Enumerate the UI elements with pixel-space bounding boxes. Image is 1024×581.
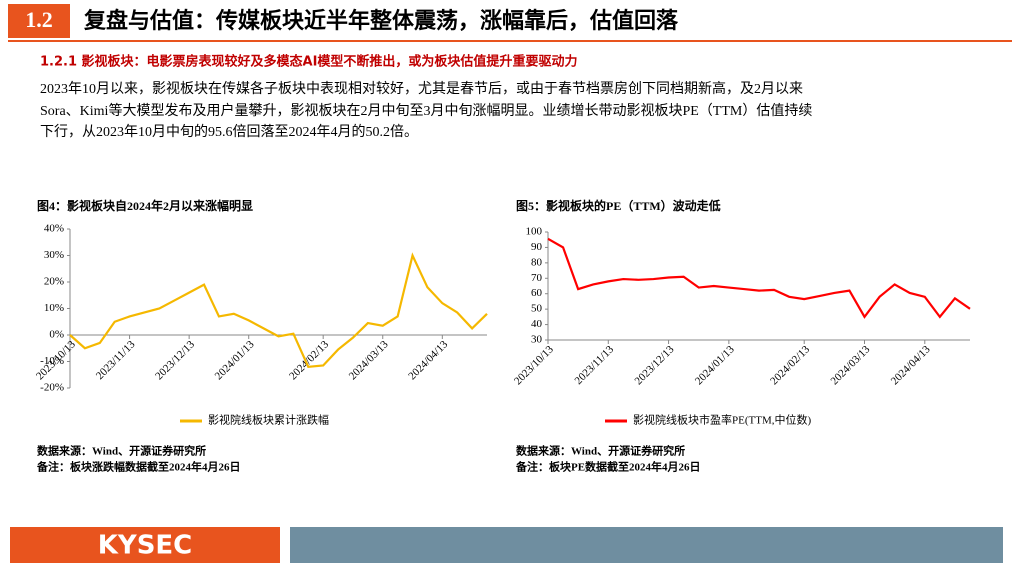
y-tick-label: 100 <box>526 226 543 238</box>
data-line <box>69 252 488 368</box>
legend-label: 影视院线板块市盈率PE(TTM,中位数) <box>633 413 811 427</box>
chart-note: 数据来源：Wind、开源证券研究所 <box>516 444 685 458</box>
y-tick-label: 60 <box>531 287 543 299</box>
slide-title: 复盘与估值：传媒板块近半年整体震荡，涨幅靠后，估值回落 <box>83 8 679 34</box>
y-tick-label: 10% <box>44 302 64 314</box>
x-tick-label: 2023/10/13 <box>512 343 556 387</box>
x-tick-label: 2023/11/13 <box>94 338 138 382</box>
x-tick-label: 2023/12/13 <box>153 338 197 382</box>
logo-box <box>10 527 280 563</box>
section-number: 1.2 <box>25 7 53 32</box>
logo: KYSEC <box>98 531 193 561</box>
paragraph-line: 2023年10月以来，影视板块在传媒各子板块中表现相对较好，尤其是春节后，或由于… <box>40 80 803 97</box>
y-tick-label: 50 <box>531 303 543 315</box>
x-tick-label: 2024/04/13 <box>406 338 450 382</box>
x-tick-label: 2023/11/13 <box>573 343 617 387</box>
x-tick-label: 2024/01/13 <box>693 343 737 387</box>
x-tick-label: 2023/12/13 <box>633 343 677 387</box>
chart-title: 图5：影视板块的PE（TTM）波动走低 <box>516 198 721 213</box>
y-tick-label: 30% <box>44 249 64 261</box>
paragraph-line: Sora、Kimi等大模型发布及用户量攀升，影视板块在2月中旬至3月中旬涨幅明显… <box>40 102 812 119</box>
y-tick-label: -10% <box>40 355 64 367</box>
chart-note: 备注：板块PE数据截至2024年4月26日 <box>515 460 701 474</box>
x-tick-label: 2024/01/13 <box>213 338 257 382</box>
y-tick-label: 0% <box>49 329 64 341</box>
y-tick-label: 80 <box>531 256 543 268</box>
paragraph-line: 下行，从2023年10月中旬的95.6倍回落至2024年4月的50.2倍。 <box>40 124 418 140</box>
data-line <box>547 237 971 319</box>
x-tick-label: 2024/03/13 <box>828 343 872 387</box>
y-tick-label: 40 <box>531 318 543 330</box>
y-tick-label: 20% <box>44 276 64 288</box>
legend-label: 影视院线板块累计涨跌幅 <box>208 413 329 427</box>
x-tick-label: 2024/02/13 <box>768 343 812 387</box>
y-tick-label: 30 <box>531 334 543 346</box>
y-tick-label: 40% <box>44 223 64 235</box>
x-tick-label: 2024/02/13 <box>287 338 331 382</box>
footer-bar <box>290 527 1003 563</box>
subtitle: 1.2.1 影视板块：电影票房表现较好及多模态AI模型不断推出，或为板块估值提升… <box>40 54 577 70</box>
x-tick-label: 2024/03/13 <box>347 338 391 382</box>
chart-title: 图4：影视板块自2024年2月以来涨幅明显 <box>37 198 253 213</box>
y-tick-label: 70 <box>531 272 543 284</box>
y-tick-label: -20% <box>40 382 64 394</box>
y-tick-label: 90 <box>531 241 543 253</box>
chart-note: 备注：板块涨跌幅数据截至2024年4月26日 <box>36 460 241 474</box>
section-box <box>8 4 70 38</box>
chart-note: 数据来源：Wind、开源证券研究所 <box>37 444 206 458</box>
x-tick-label: 2024/04/13 <box>889 343 933 387</box>
